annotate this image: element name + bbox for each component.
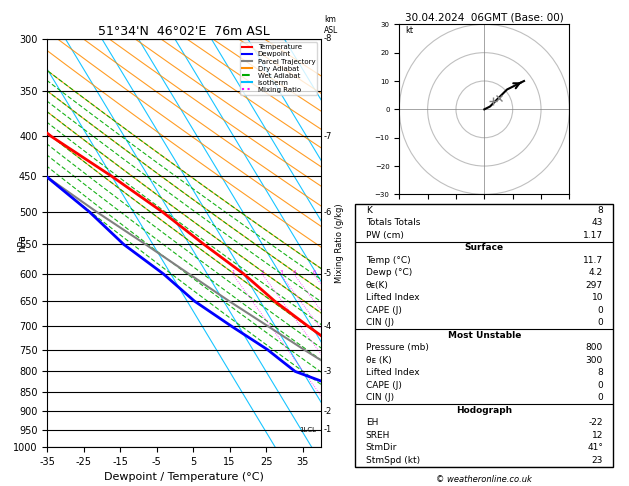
FancyBboxPatch shape bbox=[355, 204, 613, 467]
Text: Most Unstable: Most Unstable bbox=[448, 331, 521, 340]
Text: -8: -8 bbox=[323, 35, 332, 43]
Text: 10: 10 bbox=[591, 294, 603, 302]
Text: StmDir: StmDir bbox=[365, 443, 397, 452]
Text: 300: 300 bbox=[586, 356, 603, 365]
Text: 43: 43 bbox=[592, 218, 603, 227]
Text: CAPE (J): CAPE (J) bbox=[365, 306, 401, 315]
Text: -22: -22 bbox=[589, 418, 603, 427]
Text: -4: -4 bbox=[323, 322, 331, 330]
Text: 1LCL: 1LCL bbox=[299, 427, 316, 433]
Text: -2: -2 bbox=[323, 407, 331, 416]
Text: EH: EH bbox=[365, 418, 378, 427]
Legend: Temperature, Dewpoint, Parcel Trajectory, Dry Adiabat, Wet Adiabat, Isotherm, Mi: Temperature, Dewpoint, Parcel Trajectory… bbox=[240, 42, 317, 95]
Text: -7: -7 bbox=[323, 132, 332, 141]
Text: θᴇ (K): θᴇ (K) bbox=[365, 356, 391, 365]
Text: -6: -6 bbox=[323, 208, 332, 217]
Text: 1: 1 bbox=[231, 270, 235, 275]
Text: -5: -5 bbox=[323, 269, 331, 278]
Text: Hodograph: Hodograph bbox=[456, 406, 513, 415]
Text: 8: 8 bbox=[597, 206, 603, 215]
Text: StmSpd (kt): StmSpd (kt) bbox=[365, 456, 420, 465]
Text: 11.7: 11.7 bbox=[583, 256, 603, 265]
Text: Lifted Index: Lifted Index bbox=[365, 294, 420, 302]
Text: Pressure (mb): Pressure (mb) bbox=[365, 343, 428, 352]
Text: K: K bbox=[365, 206, 372, 215]
Title: 51°34'N  46°02'E  76m ASL: 51°34'N 46°02'E 76m ASL bbox=[98, 25, 270, 38]
Text: 800: 800 bbox=[586, 343, 603, 352]
Text: 0: 0 bbox=[597, 306, 603, 315]
Text: 4: 4 bbox=[293, 270, 296, 275]
Text: 0: 0 bbox=[597, 381, 603, 390]
Text: CIN (J): CIN (J) bbox=[365, 393, 394, 402]
Text: km
ASL: km ASL bbox=[323, 16, 338, 35]
Text: Temp (°C): Temp (°C) bbox=[365, 256, 410, 265]
Text: Surface: Surface bbox=[465, 243, 504, 252]
Text: 41°: 41° bbox=[587, 443, 603, 452]
Text: hPa: hPa bbox=[18, 234, 28, 252]
Text: Lifted Index: Lifted Index bbox=[365, 368, 420, 377]
Text: SREH: SREH bbox=[365, 431, 390, 440]
Text: Mixing Ratio (g/kg): Mixing Ratio (g/kg) bbox=[335, 203, 345, 283]
Text: © weatheronline.co.uk: © weatheronline.co.uk bbox=[437, 474, 532, 484]
Text: 3: 3 bbox=[279, 270, 283, 275]
Text: Totals Totals: Totals Totals bbox=[365, 218, 420, 227]
Text: 4.2: 4.2 bbox=[589, 268, 603, 278]
Text: Dewp (°C): Dewp (°C) bbox=[365, 268, 412, 278]
Text: 1.17: 1.17 bbox=[583, 231, 603, 240]
Text: kt: kt bbox=[405, 26, 413, 35]
Text: 23: 23 bbox=[592, 456, 603, 465]
Text: -3: -3 bbox=[323, 367, 332, 376]
Text: 0: 0 bbox=[597, 393, 603, 402]
Text: 12: 12 bbox=[592, 431, 603, 440]
Text: 2: 2 bbox=[261, 270, 265, 275]
X-axis label: Dewpoint / Temperature (°C): Dewpoint / Temperature (°C) bbox=[104, 472, 264, 483]
Text: 297: 297 bbox=[586, 281, 603, 290]
Text: PW (cm): PW (cm) bbox=[365, 231, 404, 240]
Text: 0: 0 bbox=[597, 318, 603, 328]
Text: θᴇ(K): θᴇ(K) bbox=[365, 281, 389, 290]
Text: CIN (J): CIN (J) bbox=[365, 318, 394, 328]
Title: 30.04.2024  06GMT (Base: 00): 30.04.2024 06GMT (Base: 00) bbox=[405, 12, 564, 22]
Text: CAPE (J): CAPE (J) bbox=[365, 381, 401, 390]
Text: 8: 8 bbox=[597, 368, 603, 377]
Text: -1: -1 bbox=[323, 425, 331, 434]
Text: 6: 6 bbox=[313, 270, 316, 275]
